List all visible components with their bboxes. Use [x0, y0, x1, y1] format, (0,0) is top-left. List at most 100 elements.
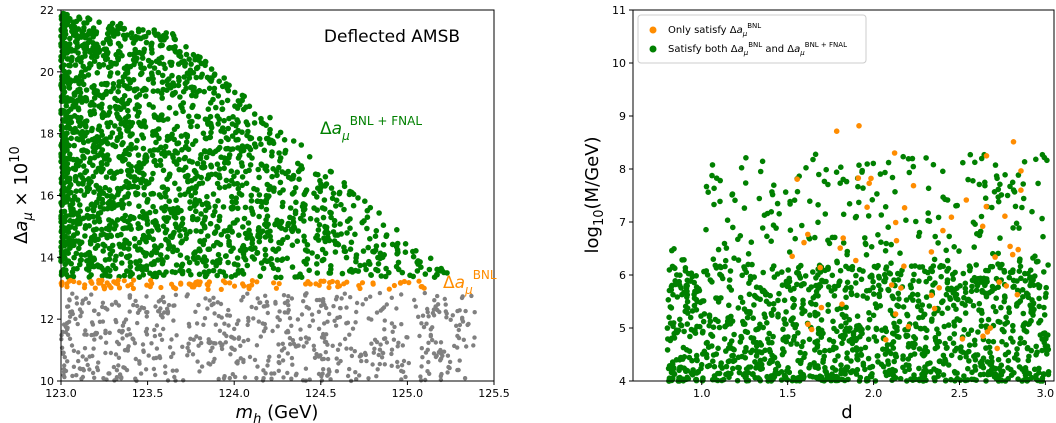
data-point-both: [812, 347, 818, 353]
data-point-bnl-fnal: [237, 247, 244, 254]
data-point-bnl-fnal: [122, 237, 128, 243]
data-point-both: [707, 318, 714, 325]
data-point-both: [838, 370, 844, 377]
data-point-gray: [236, 318, 241, 323]
data-point-bnl-fnal: [134, 55, 140, 62]
data-point-bnl-fnal: [394, 240, 401, 247]
data-point-bnl-fnal: [153, 139, 159, 146]
data-point-gray: [202, 316, 208, 321]
data-point-both: [852, 335, 858, 342]
data-point-bnl-fnal: [434, 266, 440, 273]
data-point-only-bnl: [891, 150, 898, 156]
data-point-bnl-fnal: [141, 46, 148, 53]
data-point-gray: [127, 309, 132, 314]
data-point-only-bnl: [901, 205, 908, 211]
data-point-gray: [227, 375, 232, 381]
data-point-bnl: [313, 281, 319, 287]
data-point-bnl-fnal: [98, 140, 105, 146]
data-point-gray: [459, 295, 465, 301]
data-point-bnl-fnal: [261, 147, 268, 154]
data-point-gray: [63, 324, 69, 330]
data-point-both: [737, 339, 744, 345]
data-point-bnl-fnal: [178, 222, 184, 229]
data-point-bnl-fnal: [240, 271, 247, 277]
data-point-bnl-fnal: [205, 233, 211, 239]
data-point-gray: [63, 368, 69, 374]
data-point-both: [1022, 365, 1029, 371]
data-point-both: [671, 335, 678, 341]
data-point-bnl-fnal: [322, 174, 329, 180]
data-point-bnl-fnal: [139, 132, 145, 138]
data-point-bnl-fnal: [360, 248, 367, 254]
data-point-bnl-fnal: [99, 132, 105, 138]
data-point-only-bnl: [984, 329, 991, 335]
data-point-both: [698, 361, 705, 368]
data-point-bnl-fnal: [86, 223, 92, 229]
data-point-gray: [171, 303, 176, 308]
data-point-bnl-fnal: [65, 62, 72, 69]
data-point-bnl-fnal: [221, 117, 227, 124]
data-point-both: [843, 304, 849, 311]
data-point-bnl-fnal: [239, 174, 246, 180]
data-point-both: [1017, 263, 1024, 270]
data-point-only-bnl: [818, 304, 825, 311]
data-point-both: [709, 172, 715, 179]
data-point-gray: [239, 298, 244, 303]
data-point-bnl-fnal: [91, 189, 97, 195]
data-point-bnl-fnal: [96, 61, 102, 68]
data-point-bnl-fnal: [238, 192, 245, 198]
data-point-bnl-fnal: [218, 154, 224, 160]
data-point-bnl-fnal: [269, 153, 275, 159]
data-point-both: [871, 291, 877, 297]
data-point-both: [948, 352, 955, 359]
data-point-bnl-fnal: [161, 148, 167, 155]
data-point-gray: [103, 340, 109, 345]
data-point-bnl-fnal: [186, 56, 192, 62]
data-point-gray: [392, 324, 397, 330]
data-point-gray: [97, 319, 103, 324]
data-point-gray: [423, 377, 428, 383]
data-point-bnl-fnal: [120, 201, 127, 208]
data-point-bnl-fnal: [371, 249, 377, 255]
data-point-both: [1002, 172, 1008, 178]
data-point-bnl-fnal: [69, 197, 76, 204]
data-point-bnl-fnal: [264, 167, 270, 174]
data-point-bnl-fnal: [246, 144, 252, 151]
left-xticks: 123.0 123.5 124.0 124.5 125.0 125.5: [45, 381, 510, 400]
data-point-bnl-fnal: [273, 168, 280, 175]
data-point-gray: [335, 347, 341, 352]
data-point-gray: [212, 356, 217, 362]
data-point-bnl-fnal: [151, 114, 158, 120]
data-point-bnl-fnal: [74, 265, 80, 272]
data-point-gray: [78, 314, 83, 319]
data-point-only-bnl: [959, 336, 966, 342]
data-point-both: [823, 369, 829, 375]
data-point-bnl-fnal: [268, 255, 275, 262]
data-point-bnl-fnal: [71, 19, 77, 26]
data-point-bnl: [189, 282, 195, 288]
data-point-bnl-fnal: [158, 90, 165, 97]
data-point-bnl-fnal: [177, 252, 184, 258]
data-point-gray: [82, 332, 87, 337]
data-point-gray: [208, 340, 213, 345]
data-point-both: [715, 345, 721, 352]
data-point-bnl-fnal: [97, 209, 104, 216]
data-point-bnl-fnal: [153, 222, 159, 229]
data-point-bnl-fnal: [103, 138, 109, 145]
data-point-bnl-fnal: [130, 77, 137, 83]
data-point-bnl-fnal: [67, 212, 74, 218]
data-point-bnl-fnal: [427, 255, 434, 262]
ytick-label: 6: [619, 269, 626, 282]
data-point-both: [1032, 273, 1038, 279]
data-point-bnl-fnal: [170, 244, 176, 250]
data-point-both: [1018, 275, 1024, 282]
data-point-bnl-fnal: [301, 238, 308, 244]
data-point-bnl-fnal: [187, 228, 193, 235]
data-point-both: [903, 217, 909, 223]
data-point-both: [703, 183, 710, 190]
data-point-both: [874, 353, 881, 359]
data-point-bnl-fnal: [365, 244, 372, 251]
data-point-both: [958, 348, 964, 355]
data-point-gray: [143, 367, 149, 372]
data-point-both: [943, 247, 949, 254]
